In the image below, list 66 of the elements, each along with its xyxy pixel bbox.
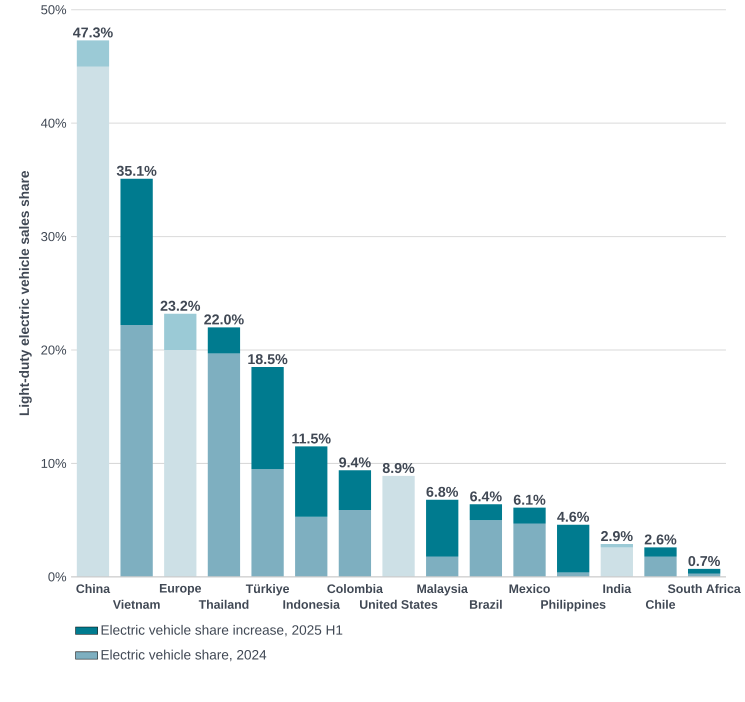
bar bbox=[295, 516, 328, 578]
bar bbox=[120, 178, 153, 326]
bar bbox=[470, 520, 502, 578]
total-label: 35.1% bbox=[116, 166, 156, 176]
bar bbox=[382, 476, 415, 578]
bar bbox=[644, 548, 677, 557]
x-tick-label: United States bbox=[360, 600, 438, 610]
y-tick-label: 40% bbox=[40, 118, 66, 128]
total-label: 6.1% bbox=[514, 494, 546, 506]
bar bbox=[644, 556, 677, 578]
bar bbox=[208, 328, 240, 354]
total-label: 22.0% bbox=[204, 314, 244, 325]
bar bbox=[513, 508, 546, 524]
bar bbox=[76, 66, 110, 578]
total-label: 0.7% bbox=[688, 556, 720, 566]
y-tick-label: 0% bbox=[48, 572, 66, 582]
x-tick-label: Brazil bbox=[470, 600, 502, 610]
bar bbox=[688, 569, 720, 574]
bar bbox=[164, 350, 196, 578]
bar bbox=[470, 504, 502, 520]
bar bbox=[338, 510, 372, 578]
x-tick-label: Vietnam bbox=[112, 600, 160, 610]
total-label: 47.3% bbox=[73, 28, 113, 38]
total-label: 6.8% bbox=[426, 487, 458, 498]
y-tick-label: 10% bbox=[42, 459, 66, 468]
total-label: 4.6% bbox=[557, 512, 590, 522]
bar bbox=[295, 446, 328, 517]
x-tick-label: Philippines bbox=[541, 600, 606, 612]
bar bbox=[338, 470, 372, 510]
total-label: 2.6% bbox=[644, 534, 676, 545]
bar bbox=[426, 556, 458, 578]
bar bbox=[208, 354, 240, 578]
x-tick-label: South Africa bbox=[668, 584, 741, 594]
total-label: 23.2% bbox=[160, 300, 200, 312]
total-label: 6.4% bbox=[470, 492, 502, 502]
bar bbox=[251, 367, 284, 470]
y-tick-label: 50% bbox=[41, 5, 66, 15]
x-tick-label: Colombia bbox=[327, 584, 383, 594]
total-label: 18.5% bbox=[248, 354, 288, 364]
bar bbox=[426, 500, 458, 557]
y-tick-label: 30% bbox=[41, 232, 66, 242]
bar bbox=[120, 325, 153, 578]
y-tick-label: 20% bbox=[41, 346, 66, 355]
y-axis-title: Light-duty electric vehicle sales share bbox=[19, 171, 32, 416]
total-label: 8.9% bbox=[382, 463, 414, 474]
bar bbox=[600, 548, 633, 578]
x-tick-label: Türkiye bbox=[246, 584, 290, 596]
bar bbox=[600, 544, 633, 548]
x-tick-label: Chile bbox=[646, 600, 676, 610]
legend-label: Electric vehicle share increase, 2025 H1 bbox=[102, 625, 342, 637]
bar bbox=[251, 469, 284, 578]
total-label: 9.4% bbox=[339, 458, 371, 468]
bar bbox=[513, 524, 546, 578]
total-label: 11.5% bbox=[292, 434, 331, 444]
legend-label: Electric vehicle share, 2024 bbox=[102, 650, 266, 662]
bar bbox=[557, 524, 590, 573]
x-tick-label: India bbox=[603, 584, 632, 594]
x-tick-label: Malaysia bbox=[417, 584, 468, 596]
bar bbox=[76, 40, 110, 67]
x-tick-label: Mexico bbox=[510, 584, 550, 594]
x-tick-label: Europe bbox=[160, 584, 202, 596]
x-tick-label: Indonesia bbox=[283, 600, 340, 610]
x-tick-label: China bbox=[76, 584, 110, 594]
x-tick-label: Thailand bbox=[198, 600, 248, 610]
total-label: 2.9% bbox=[601, 531, 633, 542]
bar bbox=[164, 314, 196, 350]
